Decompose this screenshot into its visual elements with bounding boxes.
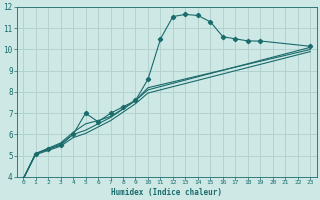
- X-axis label: Humidex (Indice chaleur): Humidex (Indice chaleur): [111, 188, 222, 197]
